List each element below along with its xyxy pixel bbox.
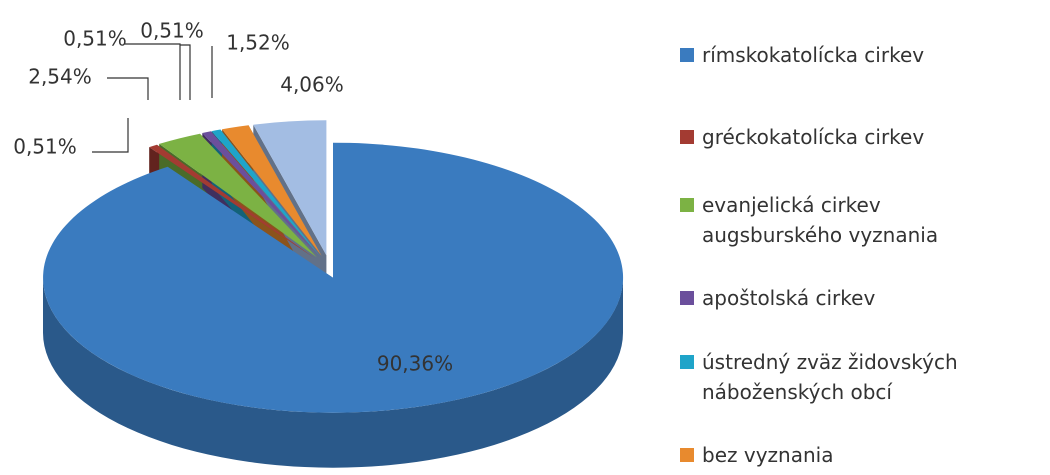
slice bbox=[159, 133, 317, 258]
data-label: 0,51% bbox=[140, 19, 204, 43]
data-label: 0,51% bbox=[13, 135, 77, 159]
legend-label: gréckokatolícka cirkev bbox=[702, 125, 925, 149]
leader-line bbox=[107, 77, 149, 100]
legend-label: evanjelická cirkev augsburského vyznania bbox=[702, 193, 939, 247]
legend-item: evanjelická cirkev augsburského vyznania bbox=[680, 190, 1025, 250]
slice bbox=[43, 142, 624, 413]
leader-line bbox=[92, 118, 129, 153]
legend-swatch bbox=[680, 448, 694, 462]
legend-swatch bbox=[680, 198, 694, 212]
legend-label: rímskokatolícka cirkev bbox=[702, 43, 925, 67]
legend-item: bez vyznania bbox=[680, 440, 1025, 470]
data-label: 4,06% bbox=[280, 73, 344, 97]
legend-swatch bbox=[680, 291, 694, 305]
legend-item: apoštolská cirkev bbox=[680, 283, 1025, 313]
data-label: 1,52% bbox=[226, 31, 290, 55]
data-label: 2,54% bbox=[28, 65, 92, 89]
legend-label: bez vyznania bbox=[702, 443, 834, 467]
legend-swatch bbox=[680, 48, 694, 62]
legend-item: ústredný zväz židovských náboženských ob… bbox=[680, 347, 1025, 407]
leader-line bbox=[125, 43, 181, 100]
leader-line bbox=[180, 44, 191, 100]
legend-swatch bbox=[680, 130, 694, 144]
legend-label: ústredný zväz židovských náboženských ob… bbox=[702, 350, 958, 404]
slice bbox=[149, 144, 315, 258]
legend-swatch bbox=[680, 355, 694, 369]
legend-label: apoštolská cirkev bbox=[702, 286, 876, 310]
data-label: 90,36% bbox=[377, 352, 453, 376]
slice-wall bbox=[43, 277, 623, 468]
slice bbox=[202, 131, 320, 257]
data-label: 0,51% bbox=[63, 27, 127, 51]
legend-item: rímskokatolícka cirkev bbox=[680, 40, 1025, 70]
slice bbox=[222, 125, 322, 256]
slice bbox=[211, 129, 320, 257]
slice bbox=[253, 120, 327, 256]
pie-area: 90,36% 0,51% 2,54% 0,51% 0,51% 1,52% 4,06% bbox=[13, 19, 624, 468]
legend-item: gréckokatolícka cirkev bbox=[680, 122, 1025, 152]
